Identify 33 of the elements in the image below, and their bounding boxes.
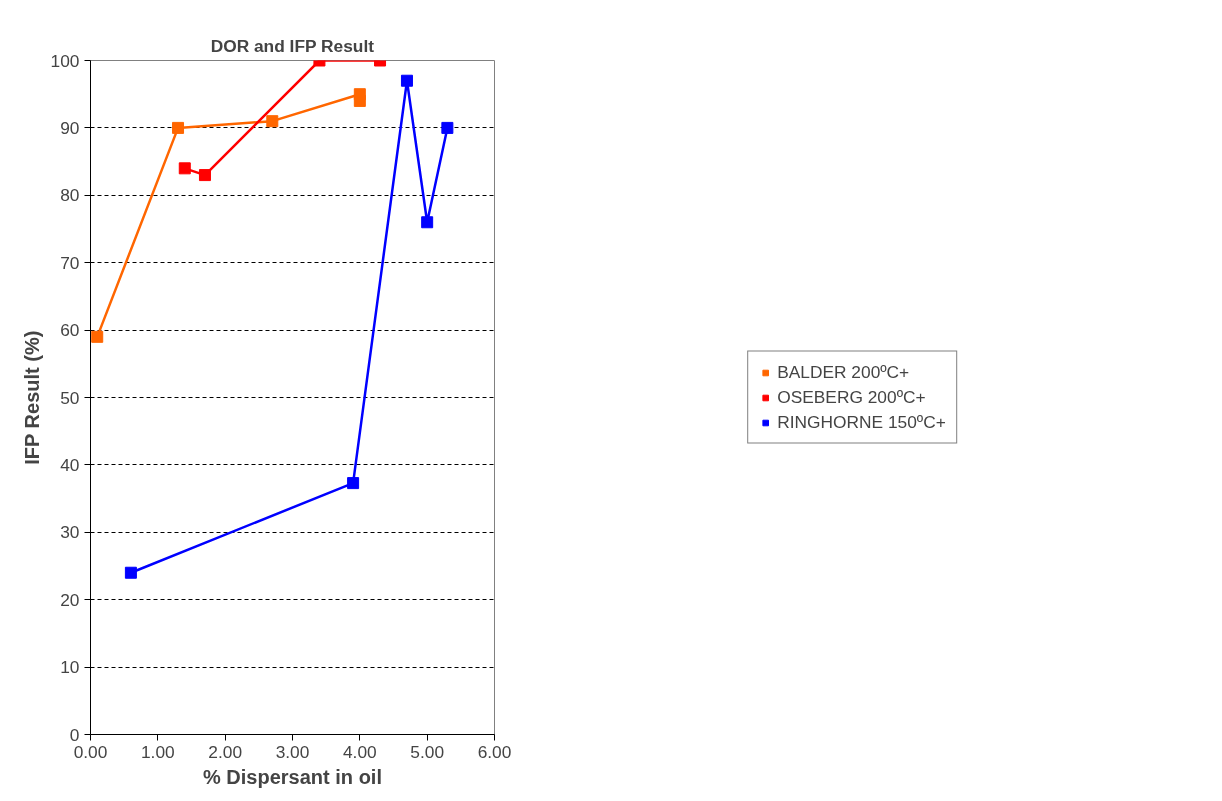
point	[266, 115, 279, 128]
chart-title: DOR and IFP Result	[210, 35, 375, 56]
point	[91, 330, 104, 343]
x-tick-label: 3.00	[275, 741, 310, 762]
point	[400, 74, 413, 87]
x-axis-title: % Dispersant in oil	[203, 765, 382, 788]
point	[172, 121, 185, 134]
point	[421, 216, 434, 229]
y-tick-label: 70	[60, 252, 80, 273]
y-tick-label: 90	[60, 117, 80, 138]
y-tick-label: 80	[60, 185, 80, 206]
point	[124, 566, 137, 579]
point	[353, 94, 366, 107]
x-tick-label: 5.00	[410, 741, 445, 762]
y-axis-title: IFP Result (%)	[20, 330, 43, 465]
legend-label: OSEBERG 200ºC+	[777, 386, 926, 408]
legend-label: RINGHORNE 150ºC+	[777, 411, 946, 433]
x-tick-label: 6.00	[477, 741, 512, 762]
point	[441, 121, 454, 134]
y-tick-label: 60	[60, 320, 80, 341]
point	[198, 169, 211, 182]
y-tick-label: 20	[60, 589, 80, 610]
legend-label: BALDER 200ºC+	[777, 361, 910, 383]
y-tick-label: 30	[60, 522, 80, 543]
y-tick-label: 50	[60, 387, 80, 408]
point	[178, 162, 191, 175]
x-tick-label: 2.00	[208, 741, 243, 762]
x-tick-label: 1.00	[140, 741, 175, 762]
y-tick-label: 100	[50, 50, 80, 71]
point	[347, 477, 360, 490]
y-tick-label: 10	[60, 657, 80, 678]
y-tick-label: 40	[60, 454, 80, 475]
x-tick-label: 4.00	[342, 741, 377, 762]
